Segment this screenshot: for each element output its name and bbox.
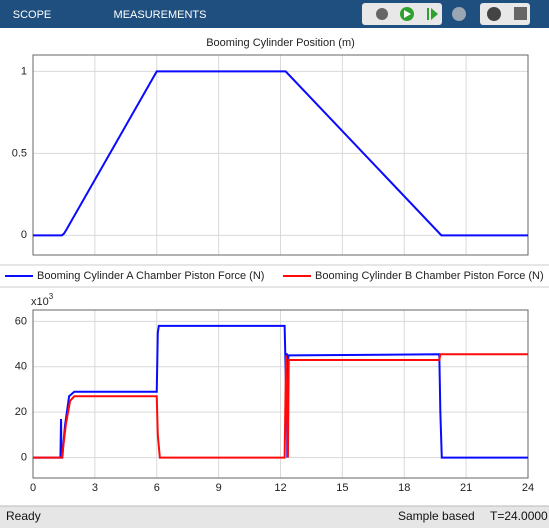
status-bar [0, 506, 549, 528]
x-tick-label: 21 [460, 482, 472, 494]
series-line [33, 70, 528, 237]
settings-button[interactable] [376, 8, 388, 20]
step-icon [431, 8, 438, 20]
x-tick-label: 24 [522, 482, 534, 494]
series-line [33, 353, 528, 459]
x-tick-label: 3 [92, 482, 98, 494]
x-tick-label: 12 [274, 482, 286, 494]
y-tick-label: 0 [21, 229, 27, 241]
y-tick-label: 40 [15, 361, 27, 373]
x-tick-label: 15 [336, 482, 348, 494]
tab-scope[interactable]: SCOPE [13, 9, 52, 21]
help-button[interactable] [487, 7, 501, 21]
y-tick-label: 60 [15, 315, 27, 327]
undock-button[interactable] [514, 7, 527, 20]
legend-label: Booming Cylinder B Chamber Piston Force … [315, 270, 544, 282]
y-exponent: x103 [31, 292, 54, 308]
status-ready: Ready [6, 509, 41, 523]
x-tick-label: 6 [154, 482, 160, 494]
chart-title: Booming Cylinder Position (m) [206, 37, 355, 49]
y-tick-label: 1 [21, 65, 27, 77]
toolbar [0, 0, 549, 28]
y-tick-label: 0.5 [12, 147, 27, 159]
axes-box [32, 54, 529, 256]
x-tick-label: 0 [30, 482, 36, 494]
y-tick-label: 0 [21, 451, 27, 463]
status-time: T=24.0000 [490, 509, 548, 523]
exponent-power: 3 [49, 292, 54, 301]
step-button[interactable] [427, 8, 429, 20]
status-mode: Sample based [398, 509, 475, 523]
legend-label: Booming Cylinder A Chamber Piston Force … [37, 270, 264, 282]
exponent-base: x10 [31, 296, 49, 308]
stop-button[interactable] [452, 7, 466, 21]
x-tick-label: 9 [216, 482, 222, 494]
y-tick-label: 20 [15, 406, 27, 418]
run-icon [404, 10, 411, 18]
axes-box [32, 309, 529, 479]
tab-measurements[interactable]: MEASUREMENTS [114, 9, 207, 21]
x-tick-label: 18 [398, 482, 410, 494]
